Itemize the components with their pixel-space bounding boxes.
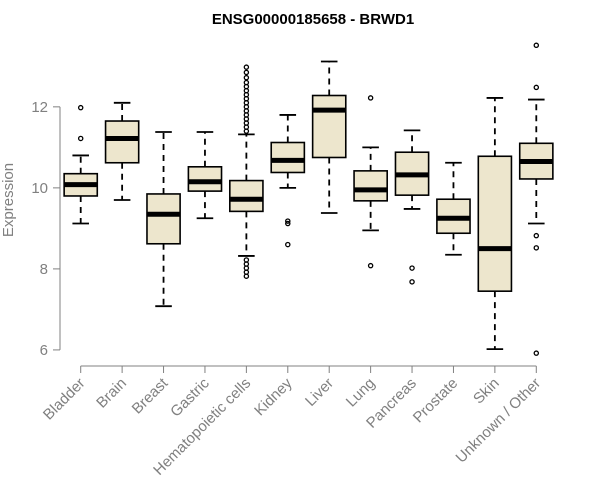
y-tick-label: 6 — [40, 342, 48, 359]
iqr-box — [477, 155, 513, 292]
outlier-point — [285, 241, 291, 248]
outlier-point — [533, 245, 540, 251]
outlier-point — [243, 64, 250, 70]
outlier-point — [77, 104, 84, 111]
outlier-point — [243, 69, 250, 76]
y-axis-label: Expression — [0, 163, 17, 237]
x-tick-label: Prostate — [410, 375, 462, 427]
box-prostate — [436, 161, 471, 256]
outlier-point — [533, 42, 540, 49]
x-tick-label: Lung — [343, 375, 379, 411]
outlier-point — [533, 84, 540, 91]
outlier-point — [409, 279, 415, 285]
box-pancreas — [394, 129, 430, 285]
box-lung — [353, 95, 388, 269]
outlier-point — [533, 232, 540, 239]
outlier-point — [285, 218, 291, 224]
outlier-point — [77, 135, 84, 142]
iqr-box — [229, 179, 264, 213]
outlier-point — [409, 265, 415, 271]
iqr-box — [270, 141, 306, 174]
chart-title: ENSG00000185658 - BRWD1 — [212, 11, 414, 28]
x-tick-label: Bladder — [40, 375, 89, 424]
box-liver — [311, 60, 347, 214]
outlier-point — [367, 95, 374, 101]
box-hematopoietic-cells — [229, 64, 264, 279]
y-tick-label: 12 — [31, 99, 48, 116]
iqr-box — [187, 166, 223, 192]
x-tick-label: Skin — [470, 375, 503, 408]
box-skin — [477, 97, 513, 351]
outlier-point — [243, 74, 250, 81]
x-tick-label: Liver — [302, 375, 337, 410]
box-unknown-other — [518, 42, 554, 356]
outlier-point — [243, 79, 250, 86]
outlier-point — [243, 257, 250, 263]
outlier-point — [533, 350, 540, 356]
box-gastric — [187, 131, 223, 220]
iqr-box — [104, 120, 140, 164]
iqr-box — [311, 94, 347, 159]
x-tick-label: Brain — [93, 375, 130, 412]
y-tick-label: 10 — [31, 180, 48, 197]
outlier-point — [285, 220, 291, 227]
box-brain — [104, 101, 140, 201]
boxes-group — [63, 42, 554, 356]
box-bladder — [63, 104, 99, 225]
box-breast — [146, 131, 181, 308]
x-tick-label: Breast — [129, 374, 172, 417]
iqr-box — [146, 193, 181, 245]
outlier-point — [367, 262, 374, 269]
x-tick-label: Kidney — [251, 374, 296, 419]
y-axis: 6 8 10 12 — [31, 99, 61, 359]
y-tick-label: 8 — [40, 261, 48, 278]
box-kidney — [270, 114, 306, 248]
iqr-box — [353, 170, 388, 202]
